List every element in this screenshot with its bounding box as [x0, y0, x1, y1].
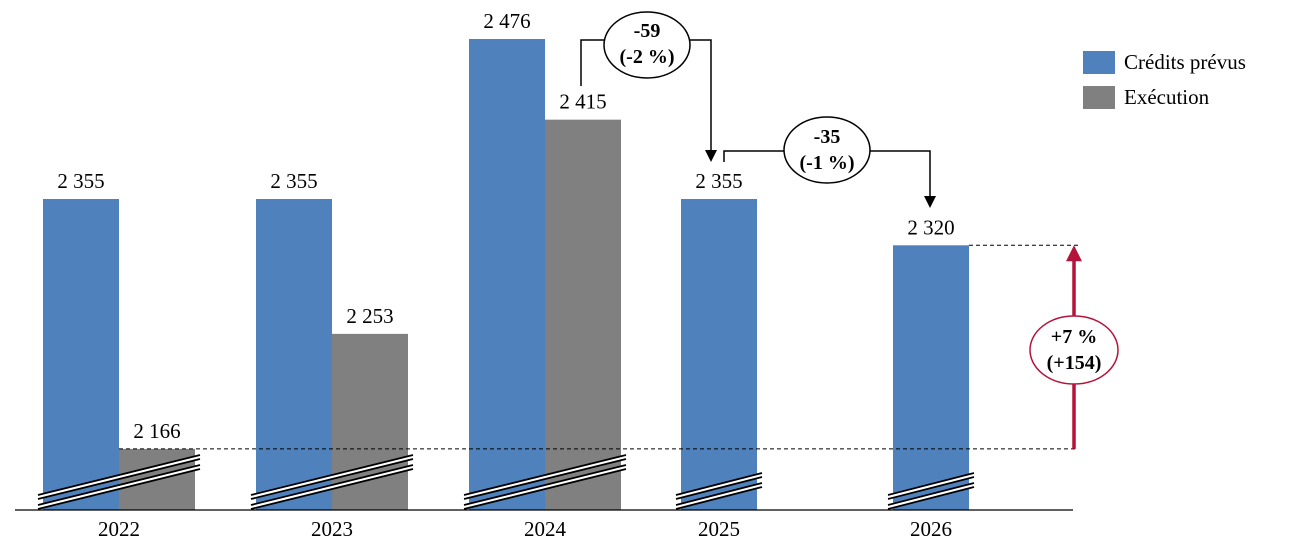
legend-swatch-credits [1083, 51, 1115, 74]
axis-break-gap [887, 472, 975, 500]
arrow-down-icon [924, 196, 936, 208]
x-tick-label-2026: 2026 [910, 517, 952, 541]
axis-break-line [675, 476, 763, 500]
value-label-execution-2022: 2 166 [133, 419, 180, 443]
axis-break-line [463, 454, 627, 496]
axis-break-gap [250, 464, 414, 510]
bar-execution-2023 [332, 333, 408, 510]
annotation-percent: (-1 %) [800, 152, 855, 174]
axis-break-marks [37, 454, 975, 510]
bar-credits-2022 [43, 199, 119, 510]
axis-break-line [463, 458, 627, 500]
axis-break-line [37, 454, 201, 496]
axis-break-line [675, 486, 763, 510]
value-label-execution-2023: 2 253 [346, 304, 393, 328]
legend-label-credits: Crédits prévus [1124, 50, 1246, 74]
annotation-value: -35 [814, 126, 841, 148]
value-label-credits-2023: 2 355 [270, 169, 317, 193]
value-label-execution-2024: 2 415 [559, 90, 606, 114]
x-tick-label-2022: 2022 [98, 517, 140, 541]
bar-credits-2024 [469, 39, 545, 510]
x-tick-label-2023: 2023 [311, 517, 353, 541]
axis-break-line [37, 458, 201, 500]
bar-credits-2026 [893, 245, 969, 510]
axis-break-line [250, 464, 414, 506]
value-labels: 2 355 2 355 2 476 2 355 2 320 2 166 2 253 2 415 [57, 9, 954, 443]
axis-break-line [250, 458, 414, 500]
legend: Crédits prévus Exécution [1083, 50, 1246, 109]
axis-break-gap [675, 472, 763, 500]
annotation-bubble [1029, 315, 1119, 385]
axis-break-gap [887, 482, 975, 510]
axis-break-line [887, 486, 975, 510]
annotation-bubble [603, 11, 691, 79]
axis-break-gap [250, 454, 414, 500]
axis-break-gap [675, 482, 763, 510]
annotation-value: -59 [634, 20, 661, 42]
value-label-credits-2022: 2 355 [57, 169, 104, 193]
change-annotation-2024-2025: -59 (-2 %) [580, 11, 717, 162]
axis-break-line [463, 468, 627, 510]
axis-break-gap [463, 464, 627, 510]
annotation-percent: +7 % [1051, 326, 1097, 348]
axis-break-line [887, 482, 975, 506]
annotation-percent: (-2 %) [620, 46, 675, 68]
axis-break-line [37, 464, 201, 506]
axis-break-line [675, 482, 763, 506]
arrow-down-icon [705, 150, 717, 162]
change-annotation-total: +7 % (+154) [1029, 245, 1119, 449]
axis-break-line [250, 468, 414, 510]
axis-break-line [463, 464, 627, 506]
change-annotation-2025-2026: -35 (-1 %) [723, 116, 936, 208]
axis-break-line [887, 476, 975, 500]
value-label-credits-2024: 2 476 [483, 9, 530, 33]
annotation-value: (+154) [1047, 352, 1102, 374]
arrow-up-icon [1066, 245, 1082, 262]
axis-break-line [37, 468, 201, 510]
axis-break-line [250, 454, 414, 496]
axis-break-gap [463, 454, 627, 500]
bar-execution-2024 [545, 119, 621, 511]
x-tick-label-2024: 2024 [524, 517, 567, 541]
annotation-bubble [783, 116, 871, 184]
bars-group [43, 39, 969, 511]
x-tick-labels: 2022 2023 2024 2025 2026 [98, 517, 952, 541]
axis-break-line [887, 472, 975, 496]
bar-credits-2023 [256, 199, 332, 510]
value-label-credits-2026: 2 320 [907, 215, 954, 239]
x-tick-label-2025: 2025 [698, 517, 740, 541]
axis-break-gap [37, 464, 201, 510]
legend-swatch-execution [1083, 86, 1115, 109]
legend-label-execution: Exécution [1124, 85, 1210, 109]
axis-break-line [675, 472, 763, 496]
value-label-credits-2025: 2 355 [695, 169, 742, 193]
bar-credits-2025 [681, 199, 757, 510]
axis-break-gap [37, 454, 201, 500]
